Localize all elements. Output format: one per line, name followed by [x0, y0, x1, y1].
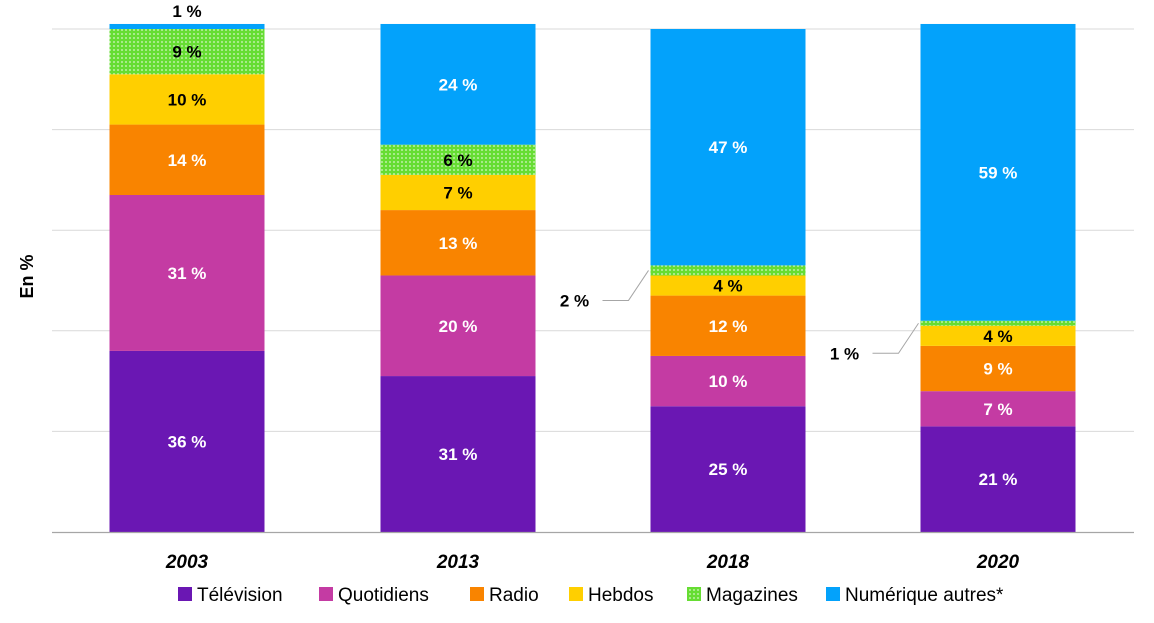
bar-quotidiens-2018: [650, 355, 806, 407]
data-label-numerique-autres-2020: 59 %: [979, 163, 1018, 182]
legend: Télévision Quotidiens Radio Hebdos Magazines…: [178, 585, 1004, 606]
bar-numerique-autres-2003: [109, 23, 265, 29]
bar-quotidiens-2003: [109, 194, 265, 351]
x-tick-2018: 2018: [706, 552, 750, 573]
data-label-quotidiens-2013: 20 %: [439, 317, 478, 336]
data-label-magazines-2020: 1 %: [830, 344, 859, 363]
legend-swatch-hebdos: [569, 587, 583, 601]
x-tick-labels: 2003 2013 2018 2020: [165, 552, 1020, 573]
bar-magazines-2020: [920, 320, 1076, 326]
bar-magazines-2018: [650, 265, 806, 276]
bar-radio-2018: [650, 295, 806, 356]
bar-numerique-autres-2013: [380, 23, 536, 145]
data-label-radio-2020: 9 %: [983, 360, 1012, 379]
legend-label-quotidiens: Quotidiens: [338, 585, 429, 606]
data-label-quotidiens-2003: 31 %: [168, 264, 207, 283]
data-label-numerique-autres-2003: 1 %: [172, 2, 201, 21]
x-tick-2003: 2003: [165, 552, 209, 573]
bar-hebdos-2020: [920, 325, 1076, 346]
bar-numerique-autres-2020: [920, 23, 1076, 321]
bar-hebdos-2013: [380, 174, 536, 211]
bar-radio-2020: [920, 345, 1076, 392]
bar-hebdos-2003: [109, 74, 265, 125]
data-label-numerique-autres-2013: 24 %: [439, 75, 478, 94]
legend-swatch-radio: [470, 587, 484, 601]
bar-television-2013: [380, 376, 536, 532]
bar-magazines-2003: [109, 29, 265, 75]
data-label-magazines-2018: 2 %: [560, 291, 589, 310]
data-label-hebdos-2003: 10 %: [168, 90, 207, 109]
data-label-magazines-2003: 9 %: [172, 43, 201, 62]
bar-hebdos-2018: [650, 275, 806, 296]
data-label-radio-2018: 12 %: [709, 317, 748, 336]
y-axis-label: En %: [17, 254, 37, 298]
data-label-quotidiens-2018: 10 %: [709, 372, 748, 391]
legend-label-television: Télévision: [197, 585, 283, 606]
bar-magazines-2013: [380, 144, 536, 175]
data-label-radio-2013: 13 %: [439, 234, 478, 253]
bar-radio-2003: [109, 124, 265, 195]
x-tick-2013: 2013: [436, 552, 480, 573]
bar-quotidiens-2020: [920, 391, 1076, 427]
legend-swatch-magazines: [687, 587, 701, 601]
data-label-hebdos-2018: 4 %: [713, 277, 742, 296]
data-label-hebdos-2013: 7 %: [443, 183, 472, 202]
legend-swatch-television: [178, 587, 192, 601]
legend-swatch-quotidiens: [319, 587, 333, 601]
legend-swatch-numerique-autres: [826, 587, 840, 601]
data-label-quotidiens-2020: 7 %: [983, 400, 1012, 419]
legend-label-numerique-autres: Numérique autres*: [845, 585, 1004, 606]
bar-television-2003: [109, 350, 265, 532]
legend-label-hebdos: Hebdos: [588, 585, 654, 606]
data-label-television-2013: 31 %: [439, 445, 478, 464]
data-label-television-2020: 21 %: [979, 470, 1018, 489]
data-label-television-2003: 36 %: [168, 432, 207, 451]
data-label-radio-2003: 14 %: [168, 151, 207, 170]
bar-numerique-autres-2018: [650, 29, 806, 266]
x-tick-2020: 2020: [976, 552, 1020, 573]
data-label-numerique-autres-2018: 47 %: [709, 138, 748, 157]
legend-label-radio: Radio: [489, 585, 539, 606]
data-label-hebdos-2020: 4 %: [983, 327, 1012, 346]
bar-television-2018: [650, 406, 806, 532]
data-label-television-2018: 25 %: [709, 460, 748, 479]
callout-line-magazines-2020: [872, 322, 919, 354]
data-label-magazines-2013: 6 %: [443, 151, 472, 170]
bar-radio-2013: [380, 210, 536, 276]
bars: 36 % 31 % 14 % 10 % 9 % 1 % 31 % 20 % 13 % 7 % 6 %…: [109, 2, 1076, 532]
legend-label-magazines: Magazines: [706, 585, 798, 606]
bar-television-2020: [920, 426, 1076, 532]
bar-quotidiens-2013: [380, 275, 536, 377]
callout-line-magazines-2018: [602, 270, 649, 301]
